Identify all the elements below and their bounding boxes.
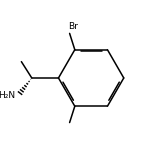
Text: H₂N: H₂N — [0, 91, 15, 100]
Text: Br: Br — [68, 22, 78, 31]
